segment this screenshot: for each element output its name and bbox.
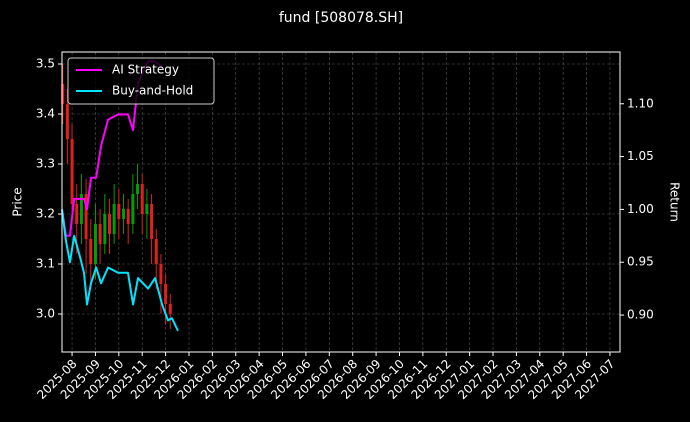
legend-label: Buy-and-Hold [112, 84, 193, 98]
candle-body [122, 209, 126, 219]
candle-body [93, 224, 97, 264]
y-tick-label: 3.2 [36, 207, 55, 221]
candle-body [168, 304, 172, 314]
candle-body [126, 209, 130, 224]
candle-body [164, 284, 168, 304]
y-tick-label: 3.4 [36, 107, 55, 121]
y2-tick-label: 0.95 [627, 255, 654, 269]
y-tick-label: 3.3 [36, 157, 55, 171]
candle-body [61, 84, 65, 104]
candle-body [154, 239, 158, 264]
candle-body [98, 224, 102, 244]
legend-label: AI Strategy [112, 63, 179, 77]
candle-body [145, 204, 149, 214]
legend: AI Strategy Buy-and-Hold [67, 57, 215, 105]
candle-body [112, 204, 116, 234]
y-tick-label: 3.5 [36, 57, 55, 71]
y-tick-label: 3.0 [36, 307, 55, 321]
y2-tick-label: 1.10 [627, 96, 654, 110]
candle-body [159, 264, 163, 284]
chart-title: fund [508078.SH] [279, 10, 403, 26]
candle-body [65, 104, 69, 139]
candle-body [140, 184, 144, 214]
candle-body [84, 194, 88, 239]
y2-tick-label: 1.05 [627, 149, 654, 163]
candle-body [70, 139, 74, 204]
y2-axis-label: Return [668, 182, 682, 222]
candle-body [89, 239, 93, 264]
line-series [61, 209, 179, 332]
y-axis-label: Price [11, 187, 25, 216]
y2-tick-label: 1.00 [627, 202, 654, 216]
candle-body [131, 194, 135, 224]
y-tick-label: 3.1 [36, 257, 55, 271]
candle-body [150, 204, 154, 239]
candle-body [75, 204, 79, 224]
candle-body [103, 214, 107, 244]
candle-body [79, 194, 83, 224]
legend-box [67, 57, 215, 105]
candle-body [107, 214, 111, 234]
y2-tick-label: 0.90 [627, 308, 654, 322]
plot-frame [61, 51, 621, 353]
candle-body [136, 184, 140, 194]
candle-body [117, 204, 121, 219]
